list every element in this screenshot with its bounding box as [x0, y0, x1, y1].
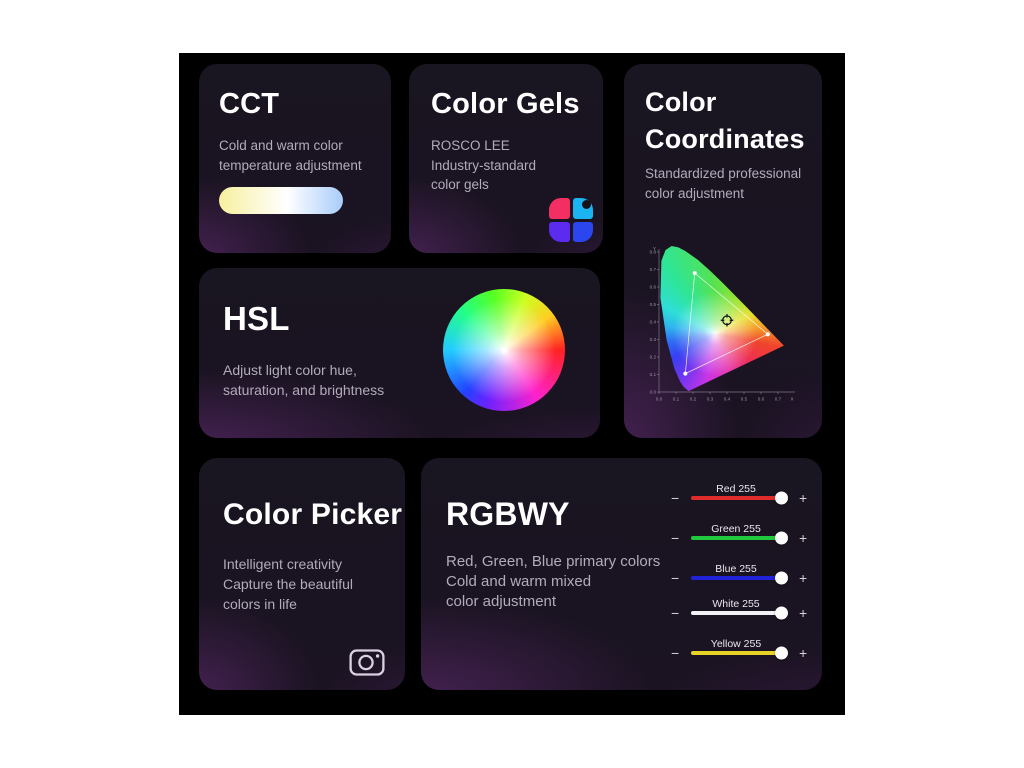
slider-yellow: Yellow 255 − +	[671, 638, 813, 670]
rgbwy-title: RGBWY	[446, 496, 570, 532]
svg-text:0.7: 0.7	[650, 267, 657, 272]
gel-swatch-pink	[549, 198, 570, 219]
slider-blue-label: Blue 255	[715, 563, 757, 575]
rgbwy-description: Red, Green, Blue primary colors Cold and…	[446, 553, 661, 610]
slider-yellow-minus-button[interactable]: −	[671, 645, 680, 661]
slider-red-label: Red 255	[716, 483, 756, 495]
svg-text:0.4: 0.4	[724, 397, 731, 402]
hsl-wheel-cursor[interactable]	[501, 347, 507, 353]
slider-green-plus-button[interactable]: +	[799, 530, 808, 546]
slider-yellow-knob[interactable]	[775, 646, 788, 660]
slider-green-track[interactable]	[691, 531, 788, 545]
cct-description: Cold and warm color temperature adjustme…	[219, 138, 362, 173]
hsl-title: HSL	[223, 300, 290, 337]
svg-text:0.2: 0.2	[650, 355, 657, 360]
svg-text:0.6: 0.6	[650, 285, 657, 290]
svg-text:0.3: 0.3	[707, 397, 714, 402]
svg-text:0.5: 0.5	[650, 302, 657, 307]
svg-text:0.3: 0.3	[650, 337, 657, 342]
gel-swatch-cyan	[572, 198, 593, 219]
gel-swatch-blue	[572, 221, 593, 242]
svg-text:0.7: 0.7	[775, 397, 782, 402]
slider-white-track[interactable]	[691, 606, 788, 620]
cie-axes: Y 0.0 0.1 0.2 0.3 0.4 0.5 0.6 0.7 0.8 0.…	[650, 246, 795, 402]
card-color-picker: Color Picker Intelligent creativity Capt…	[199, 458, 405, 690]
card-hsl: HSL Adjust light color hue, saturation, …	[199, 268, 600, 438]
cct-gradient-slider[interactable]	[219, 187, 343, 214]
slider-yellow-track[interactable]	[691, 646, 788, 660]
hsl-color-wheel[interactable]	[443, 289, 565, 411]
slider-red-knob[interactable]	[775, 491, 788, 505]
coords-title: Color Coordinates	[645, 87, 805, 154]
svg-text:0.4: 0.4	[650, 320, 657, 325]
hsl-description: Adjust light color hue, saturation, and …	[223, 362, 385, 398]
gel-swatch-dot	[582, 200, 591, 209]
slider-green-label: Green 255	[711, 523, 761, 535]
slider-blue-track[interactable]	[691, 571, 788, 585]
card-cct: CCT Cold and warm color temperature adju…	[199, 64, 391, 253]
slider-yellow-plus-button[interactable]: +	[799, 645, 808, 661]
slider-green-knob[interactable]	[775, 531, 788, 545]
slider-blue-knob[interactable]	[775, 571, 788, 585]
slider-red-track[interactable]	[691, 491, 788, 505]
card-rgbwy: RGBWY Red, Green, Blue primary colors Co…	[421, 458, 822, 690]
slider-blue-minus-button[interactable]: −	[671, 570, 680, 586]
slider-blue-plus-button[interactable]: +	[799, 570, 808, 586]
slider-white-label: White 255	[712, 598, 760, 610]
svg-text:0.5: 0.5	[741, 397, 748, 402]
svg-text:0.0: 0.0	[656, 397, 663, 402]
slider-white: White 255 − +	[671, 598, 813, 630]
picker-description: Intelligent creativity Capture the beaut…	[223, 556, 353, 612]
card-color-gels: Color Gels ROSCO LEE Industry-standard c…	[409, 64, 603, 253]
gels-title: Color Gels	[431, 88, 580, 120]
svg-text:0.8: 0.8	[650, 250, 657, 255]
svg-text:0.6: 0.6	[758, 397, 765, 402]
svg-text:0.0: 0.0	[650, 390, 657, 395]
cct-title: CCT	[219, 88, 280, 120]
picker-title: Color Picker	[223, 498, 403, 531]
gels-description: ROSCO LEE Industry-standard color gels	[431, 138, 537, 192]
slider-blue: Blue 255 − +	[671, 563, 813, 595]
slider-red-minus-button[interactable]: −	[671, 490, 680, 506]
feature-panel: CCT Cold and warm color temperature adju…	[179, 53, 845, 715]
coords-description: Standardized professional color adjustme…	[645, 166, 802, 201]
color-gels-palette-icon	[549, 198, 593, 242]
slider-green: Green 255 − +	[671, 523, 813, 555]
slider-yellow-label: Yellow 255	[710, 638, 762, 650]
slider-white-minus-button[interactable]: −	[671, 605, 680, 621]
svg-text:0.1: 0.1	[650, 372, 657, 377]
svg-text:Y: Y	[653, 246, 656, 251]
card-color-coordinates: Color Coordinates Standardized professio…	[624, 64, 822, 438]
svg-text:0.1: 0.1	[673, 397, 680, 402]
slider-white-plus-button[interactable]: +	[799, 605, 808, 621]
slider-green-minus-button[interactable]: −	[671, 530, 680, 546]
slider-red-plus-button[interactable]: +	[799, 490, 808, 506]
slider-red: Red 255 − +	[671, 483, 813, 515]
svg-text:X: X	[790, 397, 793, 402]
slider-white-knob[interactable]	[775, 606, 788, 620]
gel-swatch-violet	[549, 221, 570, 242]
svg-text:0.2: 0.2	[690, 397, 697, 402]
camera-icon	[349, 649, 385, 676]
cie-chromaticity-diagram[interactable]: Y 0.0 0.1 0.2 0.3 0.4 0.5 0.6 0.7 0.8 0.…	[645, 242, 805, 412]
